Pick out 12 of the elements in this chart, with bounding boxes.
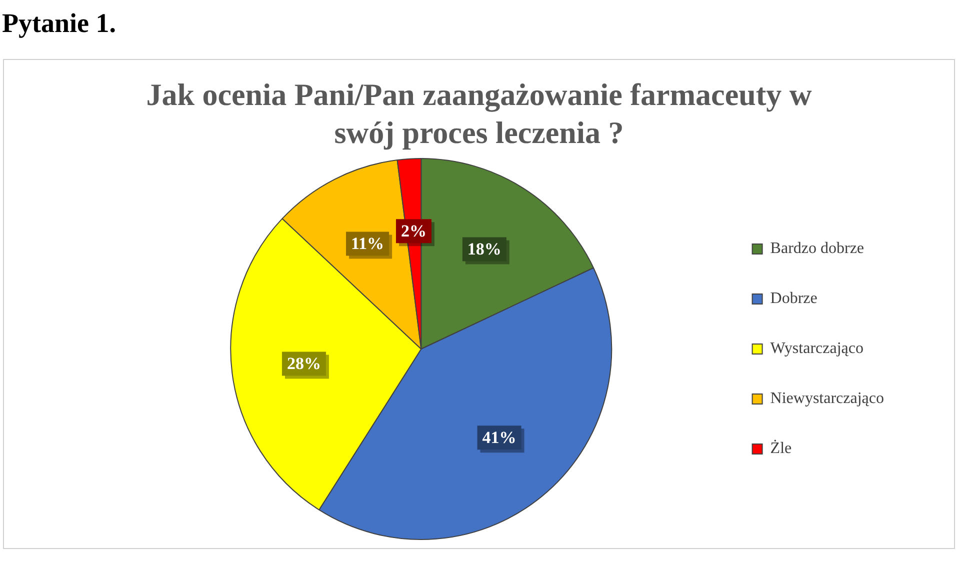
legend-label: Wystarczająco — [770, 340, 864, 358]
text: Pytanie 1. — [2, 8, 117, 39]
data-label: 28% — [286, 354, 321, 374]
legend-label: Żle — [770, 439, 792, 458]
legend-label: Dobrze — [770, 290, 818, 308]
data-label: 11% — [350, 234, 384, 254]
legend-label: Niewystarczająco — [770, 390, 884, 408]
legend-label: Bardzo dobrze — [770, 240, 864, 258]
data-label: 18% — [467, 240, 502, 259]
data-label: 2% — [400, 222, 426, 241]
data-label: 41% — [482, 428, 516, 447]
chart-title: Jak ocenia Pani/Pan zaangażowanie farmaceuty w swój proces leczenia ? — [145, 76, 813, 152]
